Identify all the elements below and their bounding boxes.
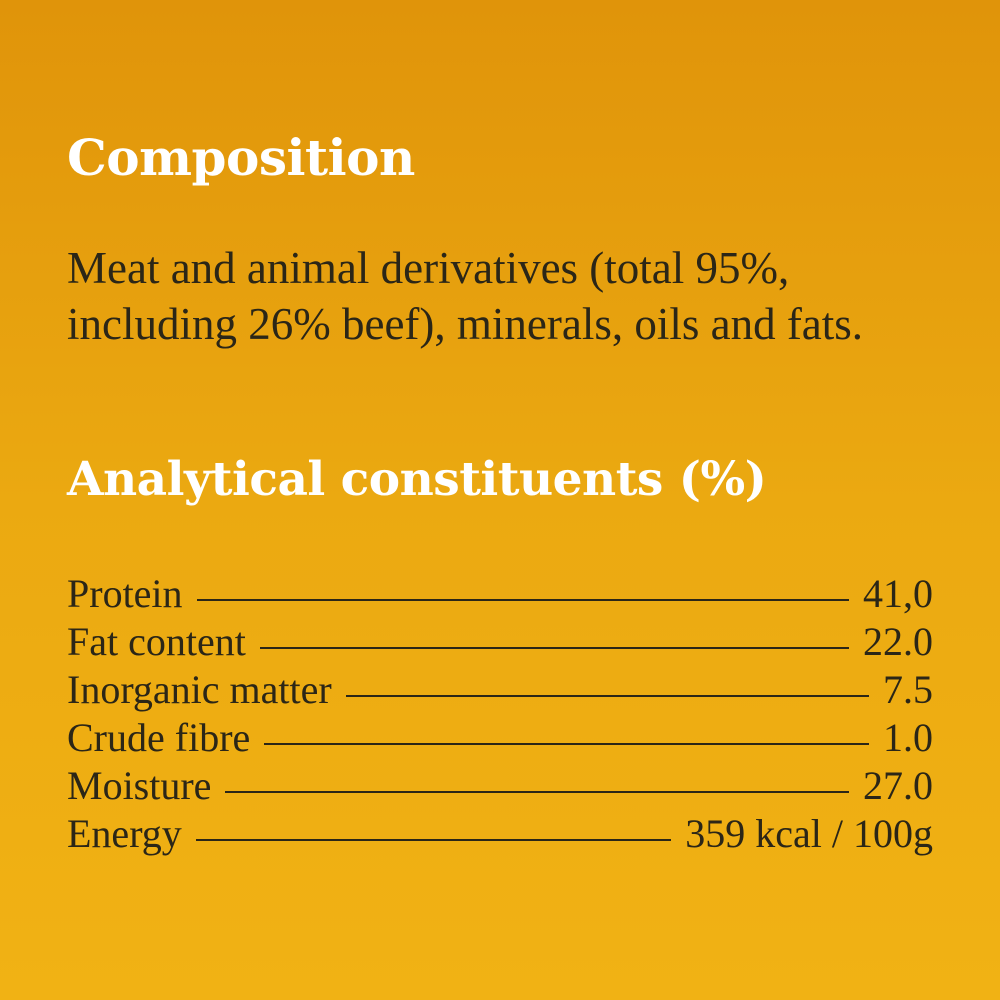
constituent-label: Crude fibre xyxy=(67,715,251,760)
section-title: Analytical constituents (%) xyxy=(67,452,767,507)
constituent-label: Inorganic matter xyxy=(67,667,332,712)
constituent-value: 22.0 xyxy=(863,619,933,664)
constituent-row: Energy 359 kcal / 100g xyxy=(67,810,933,858)
section-title: Composition xyxy=(67,128,415,187)
leader-line xyxy=(264,743,869,745)
composition-text: Meat and animal derivatives (total 95%, … xyxy=(67,243,864,349)
leader-line xyxy=(225,791,849,793)
constituent-value: 27.0 xyxy=(863,763,933,808)
constituent-value: 359 kcal / 100g xyxy=(685,811,933,856)
leader-line xyxy=(196,599,849,601)
leader-line xyxy=(345,695,869,697)
constituent-row: Inorganic matter 7.5 xyxy=(67,666,933,714)
constituent-value: 7.5 xyxy=(883,667,933,712)
constituent-label: Protein xyxy=(67,571,183,616)
constituent-label: Energy xyxy=(67,811,182,856)
constituent-label: Fat content xyxy=(67,619,246,664)
constituent-value: 41,0 xyxy=(863,571,933,616)
constituent-label: Moisture xyxy=(67,763,212,808)
constituent-value: 1.0 xyxy=(883,715,933,760)
leader-line xyxy=(259,647,849,649)
constituent-row: Moisture 27.0 xyxy=(67,762,933,810)
constituent-row: Crude fibre 1.0 xyxy=(67,714,933,762)
constituent-row: Protein 41,0 xyxy=(67,570,933,618)
constituents-list: Protein 41,0 Fat content 22.0 Inorganic matt… xyxy=(67,570,933,858)
leader-line xyxy=(195,839,672,841)
constituent-row: Fat content 22.0 xyxy=(67,618,933,666)
